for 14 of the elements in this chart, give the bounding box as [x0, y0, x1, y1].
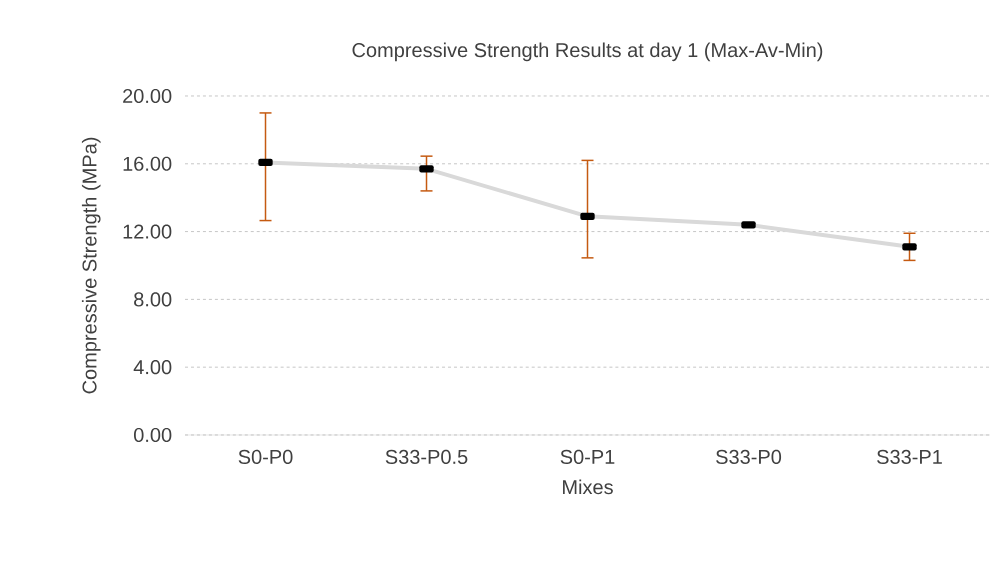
y-tick-label: 8.00	[134, 292, 172, 307]
y-axis-title: Compressive Strength (MPa)	[81, 137, 101, 394]
y-tick-label: 12.00	[123, 224, 172, 239]
y-tick-label: 4.00	[133, 360, 172, 375]
x-axis-title: Mixes	[563, 479, 613, 495]
x-tick-label: S33-P0	[716, 449, 782, 465]
y-tick-label: 16.00	[123, 156, 172, 171]
y-tick-label: 20.00	[123, 88, 172, 104]
chart-title: Compressive Strength Results at day 1 (Max-Av-Min)	[352, 42, 823, 62]
x-tick-label: S0-P1	[560, 449, 615, 465]
y-tick-label: 0.00	[134, 427, 172, 443]
x-tick-label: S33-P0.5	[385, 449, 468, 465]
x-tick-label: S0-P0	[238, 449, 293, 465]
x-tick-label: S33-P1	[877, 449, 942, 465]
